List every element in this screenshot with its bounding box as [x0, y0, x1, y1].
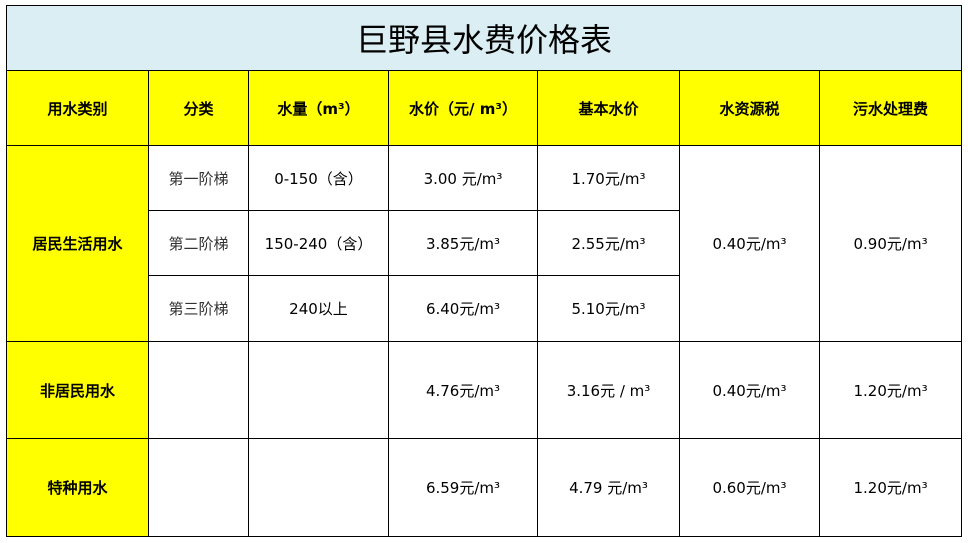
sewage-fee-cell: 1.20元/m³	[818, 438, 963, 537]
sewage-fee-cell: 0.90元/m³	[818, 145, 963, 342]
volume-cell: 0-150（含）	[248, 145, 389, 211]
water-resource-tax-cell: 0.40元/m³	[679, 145, 820, 342]
table-row: 第二阶梯 150-240（含） 3.85元/m³ 2.55元/m³	[7, 210, 962, 276]
price-cell: 4.76元/m³	[388, 341, 538, 439]
volume-cell: 150-240（含）	[248, 210, 389, 276]
volume-cell: 240以上	[248, 275, 389, 342]
base-price-cell: 3.16元 / m³	[537, 341, 680, 439]
header-price: 水价（元/ m³）	[388, 70, 538, 146]
header-category: 用水类别	[6, 70, 149, 146]
price-cell: 6.40元/m³	[388, 275, 538, 342]
header-water-resource-tax: 水资源税	[679, 70, 820, 146]
base-price-cell: 5.10元/m³	[537, 275, 680, 342]
table-row: 第三阶梯 240以上 6.40元/m³ 5.10元/m³	[7, 275, 962, 342]
tier-cell	[148, 438, 249, 537]
water-resource-tax-cell: 0.40元/m³	[679, 341, 820, 439]
category-cell: 非居民用水	[6, 341, 149, 439]
price-cell: 6.59元/m³	[388, 438, 538, 537]
price-cell: 3.00 元/m³	[388, 145, 538, 211]
tier-cell	[148, 341, 249, 439]
category-cell: 居民生活用水	[6, 145, 149, 342]
sewage-fee-cell: 1.20元/m³	[818, 341, 963, 439]
water-price-table: 巨野县水费价格表 用水类别 分类 水量（m³） 水价（元/ m³） 基本水价 水…	[5, 5, 963, 537]
base-price-cell: 2.55元/m³	[537, 210, 680, 276]
header-row: 用水类别 分类 水量（m³） 水价（元/ m³） 基本水价 水资源税 污水处理费	[6, 70, 963, 146]
base-price-cell: 1.70元/m³	[537, 145, 680, 211]
volume-cell	[248, 341, 389, 439]
water-resource-tax-cell: 0.60元/m³	[679, 438, 820, 537]
category-cell: 特种用水	[6, 438, 149, 537]
header-volume: 水量（m³）	[248, 70, 389, 146]
price-cell: 3.85元/m³	[388, 210, 538, 276]
tier-cell: 第一阶梯	[148, 145, 249, 211]
table-title: 巨野县水费价格表	[5, 5, 963, 71]
base-price-cell: 4.79 元/m³	[537, 438, 680, 537]
header-tier: 分类	[148, 70, 249, 146]
table-row: 非居民用水 4.76元/m³ 3.16元 / m³ 0.40元/m³ 1.20元…	[6, 341, 963, 439]
header-sewage-fee: 污水处理费	[818, 70, 963, 146]
volume-cell	[248, 438, 389, 537]
tier-cell: 第三阶梯	[148, 275, 249, 342]
table-row: 特种用水 6.59元/m³ 4.79 元/m³ 0.60元/m³ 1.20元/m…	[6, 438, 963, 537]
header-base-price: 基本水价	[537, 70, 680, 146]
table-row: 居民生活用水 第一阶梯 0-150（含） 3.00 元/m³ 1.70元/m³ …	[6, 145, 963, 342]
tier-cell: 第二阶梯	[148, 210, 249, 276]
